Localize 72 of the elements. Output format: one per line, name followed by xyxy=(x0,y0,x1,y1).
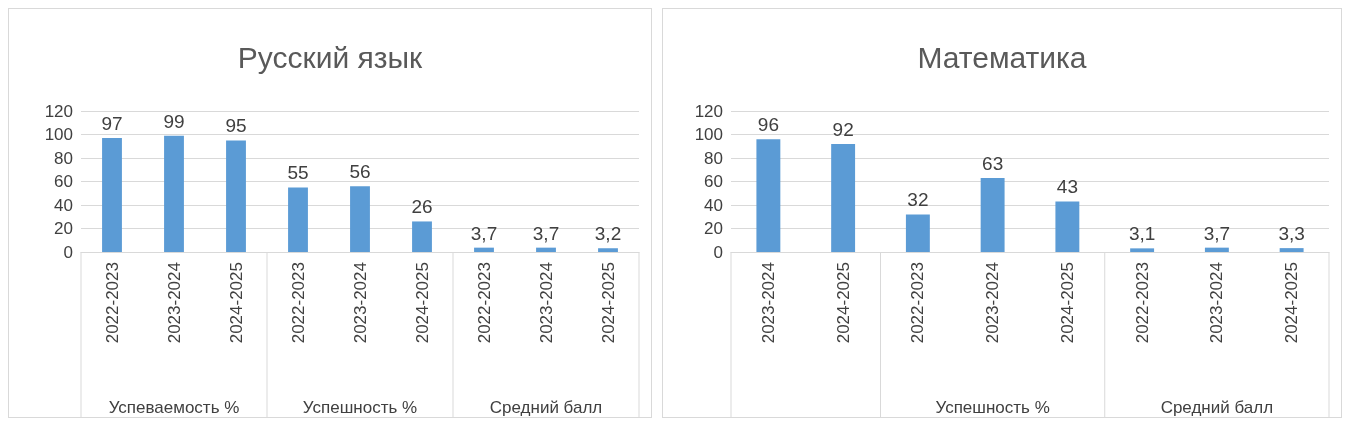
x-tick-label: 2024-2025 xyxy=(1057,262,1077,344)
data-label: 26 xyxy=(411,196,433,218)
y-tick-label: 80 xyxy=(54,148,73,168)
bar xyxy=(831,143,856,252)
data-label: 3,3 xyxy=(1278,223,1305,245)
data-label: 92 xyxy=(832,118,854,140)
bar xyxy=(536,247,556,252)
chart-title: Математика xyxy=(917,40,1087,74)
chart-title: Русский язык xyxy=(237,40,424,74)
x-tick-label: 2022-2023 xyxy=(288,262,308,344)
y-tick-label: 20 xyxy=(54,219,73,238)
y-tick-label: 120 xyxy=(44,101,73,121)
bar xyxy=(756,139,781,252)
y-tick-label: 120 xyxy=(694,101,723,121)
y-tick-label: 40 xyxy=(54,195,73,215)
data-label: 63 xyxy=(982,152,1004,174)
data-label: 55 xyxy=(287,162,309,184)
y-tick-label: 100 xyxy=(694,125,723,144)
data-label: 32 xyxy=(907,189,929,211)
bar xyxy=(102,138,122,252)
bar xyxy=(905,214,930,252)
data-label: 3,2 xyxy=(594,223,622,245)
bar xyxy=(412,221,432,252)
bar xyxy=(1055,201,1080,252)
data-label: 43 xyxy=(1056,176,1078,198)
x-tick-label: 2023-2024 xyxy=(350,262,370,344)
data-label: 95 xyxy=(225,115,247,137)
bar xyxy=(1130,248,1155,252)
data-label: 56 xyxy=(349,161,371,183)
data-label: 97 xyxy=(101,113,123,135)
y-tick-label: 60 xyxy=(54,172,73,191)
x-tick-label: 2023-2024 xyxy=(758,262,778,344)
bar xyxy=(288,187,308,252)
bar xyxy=(980,177,1005,252)
y-tick-label: 60 xyxy=(704,172,723,191)
data-label: 3,7 xyxy=(470,222,498,244)
x-tick-label: 2022-2023 xyxy=(102,262,122,344)
bar xyxy=(350,186,370,252)
y-tick-label: 20 xyxy=(704,219,723,238)
x-tick-label: 2022-2023 xyxy=(1132,262,1152,344)
x-tick-label: 2023-2024 xyxy=(983,262,1003,344)
text: Успешность % xyxy=(935,397,1050,417)
x-tick-label: 2022-2023 xyxy=(474,262,494,344)
text: Средний балл xyxy=(1160,397,1274,417)
bar xyxy=(1279,248,1304,252)
y-tick-label: 80 xyxy=(704,148,723,168)
x-tick-label: 2023-2024 xyxy=(164,262,184,344)
text: Успешность % xyxy=(302,397,418,417)
bar xyxy=(474,247,494,252)
y-tick-label: 40 xyxy=(704,195,723,215)
x-tick-label: 2024-2025 xyxy=(412,262,432,344)
x-tick-label: 2022-2023 xyxy=(908,262,928,344)
data-label: 3,7 xyxy=(532,222,560,244)
bar xyxy=(598,248,618,252)
y-tick-label: 100 xyxy=(44,125,73,144)
x-tick-label: 2023-2024 xyxy=(1207,262,1227,344)
data-label: 96 xyxy=(757,114,779,136)
data-label: 99 xyxy=(163,110,185,132)
bar xyxy=(226,140,246,252)
data-label: 3,1 xyxy=(1128,223,1156,245)
data-label: 3,7 xyxy=(1203,222,1231,244)
text: Средний балл xyxy=(489,397,603,417)
x-tick-label: 2024-2025 xyxy=(1282,262,1302,344)
text: Успеваемость % xyxy=(108,397,240,417)
y-tick-label: 0 xyxy=(713,242,723,262)
x-tick-label: 2024-2025 xyxy=(598,262,618,344)
x-tick-label: 2024-2025 xyxy=(226,262,246,344)
x-tick-label: 2023-2024 xyxy=(536,262,556,344)
x-tick-label: 2024-2025 xyxy=(833,262,853,344)
bar xyxy=(1204,247,1229,252)
bar xyxy=(164,135,184,252)
y-tick-label: 0 xyxy=(63,242,73,262)
